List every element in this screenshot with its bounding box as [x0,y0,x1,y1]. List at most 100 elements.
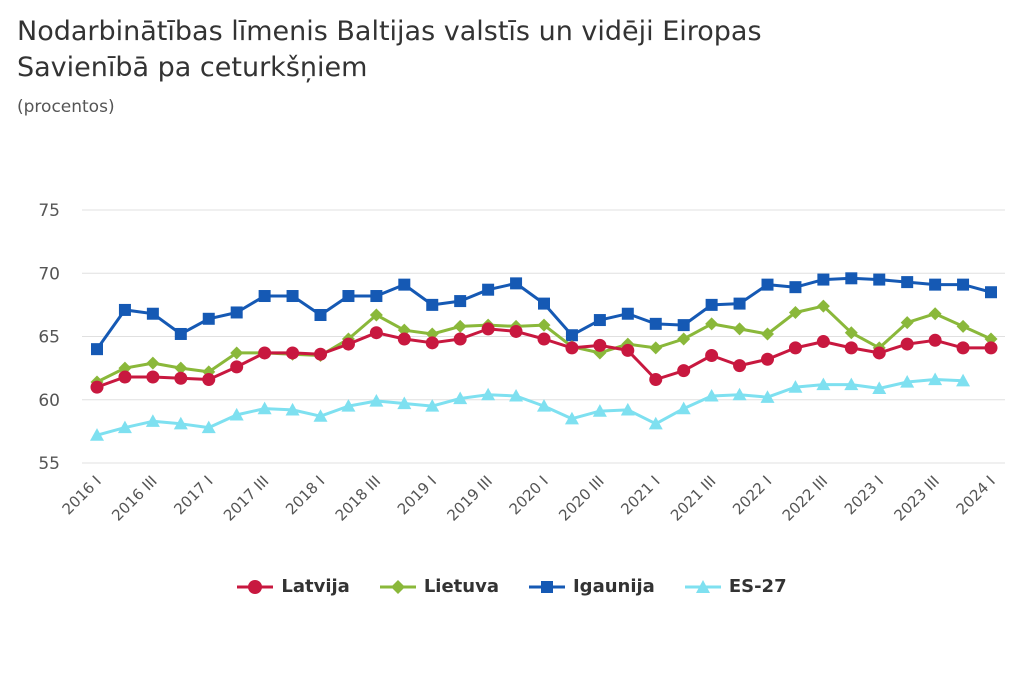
point-lietuva [928,307,942,321]
point-lietuva [369,308,383,322]
point-es-27 [900,375,915,388]
point-latvija [341,337,355,351]
point-igaunija [426,298,439,311]
point-es-27 [397,396,412,410]
point-lietuva [146,356,160,370]
legend-marker-igaunija [528,580,565,593]
point-igaunija [677,319,690,332]
point-es-27 [90,428,104,441]
point-igaunija [202,312,215,325]
point-latvija [314,347,327,361]
legend-marker-lietuva [379,579,416,594]
x-tick-label: 2017 I [170,472,216,518]
point-lietuva [816,299,830,313]
point-lietuva [453,319,467,333]
point-igaunija [817,273,830,286]
point-latvija [286,346,300,360]
point-es-27 [117,420,132,434]
point-igaunija [565,329,578,342]
x-tick-label: 2018 III [332,472,384,524]
point-latvija [705,348,719,362]
legend-label-lietuva: Lietuva [423,576,499,597]
point-lietuva [956,319,970,333]
point-igaunija [286,290,299,303]
point-es-27 [564,411,579,425]
legend-marker-latvija [237,579,274,594]
x-tick-label: 2022 I [729,472,775,518]
point-latvija [872,346,886,360]
point-latvija [928,333,942,347]
point-lietuva [649,341,663,355]
point-latvija [537,332,551,346]
chart-subtitle: (procentos) [17,97,115,117]
chart-legend: Latvija Lietuva Igaunija ES-27 [0,576,1024,597]
legend-item-igaunija[interactable]: Igaunija [528,576,655,597]
point-igaunija [929,278,942,291]
legend-item-es-27[interactable]: ES-27 [684,576,787,597]
point-igaunija [118,303,131,316]
point-lietuva [788,305,802,319]
point-igaunija [538,297,550,310]
point-lietuva [733,322,747,336]
point-igaunija [398,278,411,291]
point-es-27 [425,399,440,412]
y-tick-label: 70 [38,264,60,284]
point-latvija [593,338,607,352]
point-latvija [788,341,802,355]
point-lietuva [677,332,691,346]
point-latvija [202,373,216,387]
point-es-27 [648,416,663,430]
legend-item-latvija[interactable]: Latvija [237,576,350,597]
point-latvija [369,326,383,340]
x-tick-label: 2019 III [443,472,495,524]
point-es-27 [704,388,719,402]
legend-label-latvija: Latvija [281,576,350,597]
point-es-27 [956,373,971,387]
x-tick-label: 2016 I [59,472,105,518]
x-tick-label: 2019 I [394,472,440,518]
point-es-27 [592,404,607,417]
x-tick-label: 2023 III [890,472,942,524]
legend-item-lietuva[interactable]: Lietuva [379,576,499,597]
point-igaunija [649,317,662,330]
point-es-27 [145,414,160,427]
point-es-27 [788,380,803,393]
point-latvija [146,370,160,384]
point-es-27 [872,381,887,394]
x-tick-label: 2018 I [282,472,328,518]
point-igaunija [91,343,103,356]
point-igaunija [510,277,523,290]
point-igaunija [146,307,159,320]
point-lietuva [230,346,244,360]
point-latvija [90,380,104,394]
point-es-27 [620,402,635,416]
point-es-27 [844,377,859,391]
point-es-27 [732,387,747,401]
point-igaunija [314,308,327,321]
point-latvija [425,336,439,350]
y-tick-label: 60 [38,391,60,411]
point-igaunija [593,314,606,327]
point-igaunija [761,278,774,291]
x-tick-label: 2020 III [555,472,607,524]
legend-label-es-27: ES-27 [728,576,787,597]
legend-label-igaunija: Igaunija [572,576,655,597]
point-latvija [230,360,244,374]
point-es-27 [928,372,943,386]
point-es-27 [257,401,272,415]
point-es-27 [201,420,216,434]
point-igaunija [258,290,271,303]
x-tick-label: 2021 III [667,472,719,524]
point-lietuva [174,361,188,375]
point-es-27 [313,409,328,422]
point-latvija [453,332,467,346]
legend-marker-es-27 [684,579,721,593]
y-tick-label: 55 [38,454,60,474]
x-tick-label: 2017 III [220,472,272,524]
point-latvija [677,364,691,378]
point-igaunija [901,276,914,289]
point-igaunija [957,278,970,291]
point-latvija [509,324,523,338]
point-igaunija [482,283,495,296]
